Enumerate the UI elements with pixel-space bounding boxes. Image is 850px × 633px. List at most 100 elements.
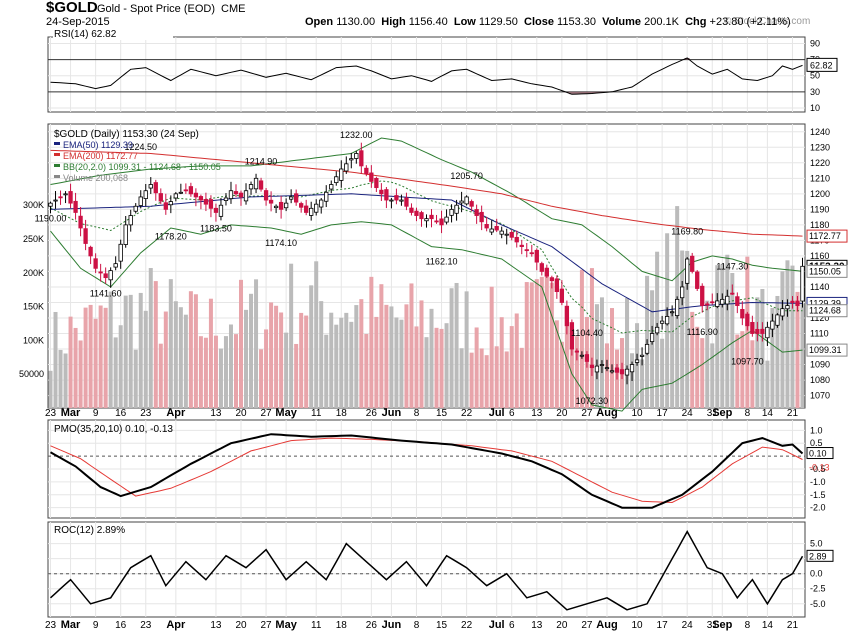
candle [680, 280, 685, 306]
price-tick-label: 1090 [810, 360, 830, 370]
roc-tick-label: -2.5 [810, 584, 826, 594]
volume-bar [685, 250, 690, 408]
candle [354, 151, 359, 164]
x-tick-label-bottom: Sep [712, 619, 732, 631]
volume-bar [63, 353, 68, 408]
volume-bar [539, 276, 544, 408]
candle-body [369, 172, 374, 182]
candle-body [334, 176, 339, 184]
candle-body [599, 364, 605, 366]
ema200-line [50, 149, 803, 237]
candle-body [83, 228, 88, 244]
volume-bar [439, 328, 444, 408]
candle [730, 284, 735, 295]
volume-bar [464, 291, 469, 408]
volume-bar [725, 254, 730, 408]
volume-bar [720, 264, 725, 408]
x-tick-label-bottom: 18 [336, 620, 348, 631]
price-tick-label: 1080 [810, 375, 830, 385]
candle [208, 195, 214, 218]
candle [514, 230, 519, 248]
candle-body [168, 201, 173, 206]
candle [419, 210, 424, 227]
volume-bar [404, 304, 409, 408]
candle [529, 244, 534, 257]
x-tick-label-bottom: 26 [366, 620, 378, 631]
price-tick-label: 1230 [810, 142, 830, 152]
volume-bar [434, 327, 439, 408]
price-annotation: 1162.10 [426, 257, 458, 267]
rsi-last-tag-box [806, 57, 838, 72]
candle-body [278, 201, 284, 210]
quote-change-label: Chg [685, 16, 707, 28]
candle-body [609, 370, 615, 373]
candle-body [349, 158, 354, 161]
legend-swatch [54, 142, 60, 145]
volume-bar [700, 338, 705, 408]
candle [198, 194, 204, 210]
x-tick-label: 16 [115, 408, 127, 419]
candle [138, 190, 143, 209]
candle [494, 218, 499, 233]
volume-bar [790, 265, 795, 408]
candle-body [574, 350, 580, 353]
candle [715, 293, 720, 309]
candle-body [319, 199, 324, 208]
candle [369, 165, 374, 188]
candle [569, 319, 575, 356]
volume-bar [128, 294, 133, 408]
x-tick-label: 23 [140, 408, 152, 419]
legend-label: BB(20,2.0) 1099.31 - 1124.68 - 1150.05 [63, 162, 221, 172]
candle-body [644, 343, 650, 354]
candle [795, 296, 800, 312]
candle [283, 198, 289, 212]
quote-low-value: 1129.50 [478, 16, 518, 28]
candle-body [619, 369, 625, 375]
candle [479, 205, 484, 231]
candle [544, 264, 549, 279]
value-tag-box [806, 304, 848, 318]
volume-bar [760, 289, 765, 408]
volume-bar [299, 312, 304, 408]
candle [519, 239, 524, 255]
volume-bar [494, 346, 499, 408]
volume-bar [730, 272, 735, 408]
candle-body [795, 300, 800, 306]
candle [238, 190, 244, 206]
price-tick-label: 1190 [810, 204, 829, 214]
candle-body [88, 246, 93, 257]
volume-bar [690, 311, 695, 408]
candle-body [263, 190, 269, 201]
price-annotation: 1224.50 [124, 142, 157, 152]
rsi-last-tag: 62.82 [810, 60, 833, 70]
price-tick-label: 1220 [810, 158, 830, 168]
volume-bar [384, 304, 389, 408]
candle [594, 359, 600, 380]
pmo-signal-tag: -0.13 [809, 462, 830, 472]
volume-bar [374, 316, 379, 408]
candle-body [203, 199, 209, 205]
candle-body [735, 296, 740, 306]
candle [213, 203, 219, 222]
volume-bar [745, 256, 750, 408]
candle [228, 181, 234, 204]
candle [584, 351, 590, 368]
x-tick-label: 27 [261, 408, 273, 419]
x-tick-label: Jun [382, 407, 402, 419]
candle-body [579, 354, 585, 357]
volume-bar [68, 316, 73, 408]
x-tick-label: 20 [556, 408, 568, 419]
candle-body [434, 220, 439, 223]
candle-body [123, 224, 128, 245]
volume-bar [484, 355, 489, 408]
volume-bar [344, 312, 349, 408]
candle [669, 305, 675, 317]
price-annotation: 1072.30 [576, 396, 609, 406]
volume-bar [479, 348, 484, 408]
value-tag-box [806, 343, 848, 357]
quote-open-value: 1130.00 [336, 16, 376, 28]
candle [128, 209, 133, 232]
candle [334, 171, 339, 186]
candle-body [624, 368, 630, 376]
candle [664, 307, 670, 326]
